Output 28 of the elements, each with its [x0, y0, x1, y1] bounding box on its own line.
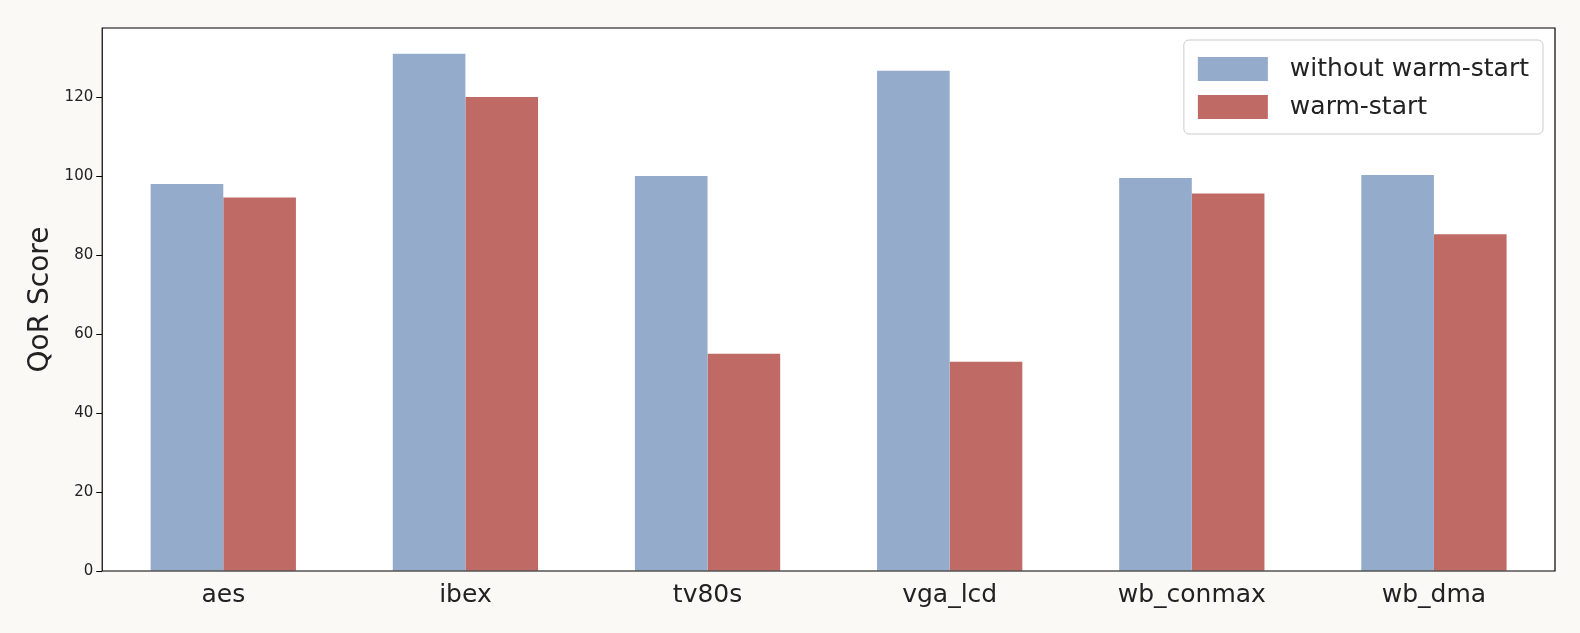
x-tick-label: aes: [201, 578, 246, 608]
x-tick-label: ibex: [439, 578, 492, 608]
bar: [1361, 174, 1434, 571]
x-tick-label: vga_lcd: [902, 578, 998, 608]
y-tick-label: 80: [74, 244, 94, 263]
legend-label: warm-start: [1289, 90, 1428, 120]
bar: [1119, 178, 1192, 571]
legend-label: without warm-start: [1289, 52, 1530, 82]
bar: [877, 70, 950, 571]
bar: [223, 197, 296, 571]
bar: [465, 97, 539, 571]
x-tick-label: wb_conmax: [1117, 578, 1266, 608]
x-tick-label: wb_dma: [1381, 578, 1487, 608]
y-tick-label: 20: [74, 481, 94, 500]
bar: [634, 176, 708, 571]
bar: [1433, 234, 1507, 571]
bar: [150, 183, 224, 571]
bar: [1191, 193, 1265, 571]
bar: [949, 361, 1023, 571]
bar: [707, 353, 781, 571]
y-tick-label: 120: [64, 87, 94, 105]
y-tick-label: 0: [83, 560, 94, 579]
y-axis-title: QoR Score: [22, 226, 56, 373]
bar: [392, 53, 466, 571]
y-tick-label: 60: [74, 323, 94, 342]
x-tick-label: tv80s: [672, 578, 743, 608]
y-tick-label: 100: [64, 165, 94, 184]
y-tick-label: 40: [74, 402, 94, 421]
